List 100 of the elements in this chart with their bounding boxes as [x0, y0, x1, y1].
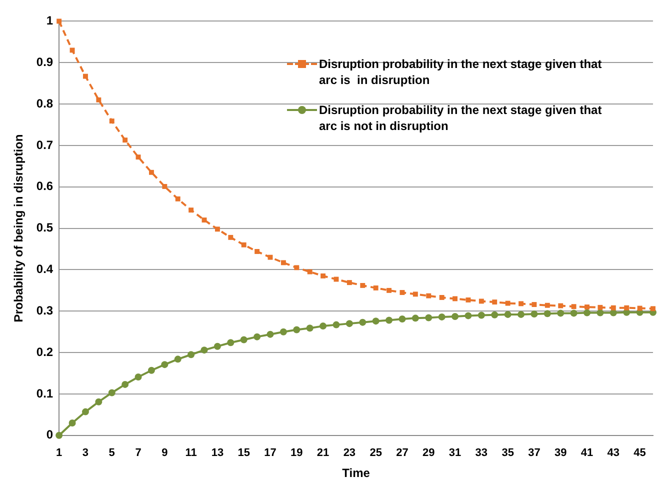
x-tick-label: 17 — [264, 447, 276, 460]
point — [307, 269, 312, 274]
y-tick-label: 0.3 — [36, 303, 54, 318]
point — [464, 312, 472, 320]
point — [373, 285, 378, 290]
point — [491, 311, 498, 318]
point — [188, 351, 195, 358]
point — [452, 313, 459, 320]
point — [570, 310, 578, 317]
point — [571, 304, 576, 310]
y-tick-label: 0.1 — [36, 386, 54, 400]
point — [400, 290, 405, 295]
point — [504, 310, 512, 318]
point — [162, 184, 168, 189]
point — [412, 292, 418, 297]
point — [544, 302, 550, 308]
point — [596, 309, 604, 316]
y-axis-title: Probability of being in disruption — [12, 134, 26, 322]
point — [478, 298, 484, 304]
point — [293, 326, 300, 334]
point — [95, 398, 102, 406]
x-tick-label: 39 — [554, 447, 567, 460]
point — [268, 254, 273, 260]
point — [83, 74, 88, 79]
x-tick-label: 37 — [528, 447, 540, 460]
point — [372, 318, 380, 325]
point — [280, 328, 287, 336]
point — [241, 242, 246, 248]
point — [544, 310, 551, 318]
point — [518, 310, 525, 318]
point — [280, 260, 286, 266]
point — [240, 336, 248, 344]
point — [56, 432, 63, 439]
point — [200, 346, 208, 354]
x-tick-label: 25 — [370, 447, 382, 460]
point — [492, 300, 498, 305]
point — [584, 304, 590, 310]
point — [254, 333, 261, 340]
x-tick-label: 43 — [607, 447, 620, 460]
point — [136, 154, 141, 160]
point — [56, 18, 62, 24]
y-tick-label: 0.8 — [36, 96, 54, 110]
y-tick-label: 0.9 — [36, 54, 54, 69]
x-tick-label: 19 — [290, 447, 303, 460]
point — [426, 293, 432, 298]
point — [412, 314, 419, 322]
x-tick-label: 27 — [396, 447, 408, 460]
legend-label: Disruption probability in the next stage given that arc is in disruption — [319, 56, 603, 88]
point — [452, 296, 458, 302]
point — [214, 342, 221, 350]
x-tick-label: 15 — [238, 447, 250, 460]
y-tick-label: 0.2 — [36, 344, 54, 359]
point — [532, 302, 537, 307]
y-tick-label: 0.4 — [36, 262, 54, 276]
point — [637, 306, 642, 311]
point — [202, 218, 207, 222]
point — [610, 305, 616, 310]
point — [439, 294, 444, 300]
x-tick-label: 3 — [82, 447, 89, 460]
point — [530, 310, 538, 318]
point — [214, 226, 220, 232]
point — [68, 419, 76, 426]
x-tick-label: 9 — [162, 447, 168, 460]
x-tick-label: 11 — [185, 447, 197, 460]
point — [227, 339, 234, 346]
x-tick-label: 13 — [211, 447, 224, 460]
point — [175, 196, 180, 202]
x-tick-label: 41 — [580, 447, 594, 460]
point — [82, 408, 89, 416]
point — [294, 265, 300, 270]
point — [70, 48, 75, 53]
x-tick-label: 7 — [135, 447, 142, 460]
point — [505, 300, 510, 306]
point — [624, 305, 630, 310]
point — [478, 312, 485, 319]
y-tick-label: 0.6 — [36, 179, 54, 194]
point — [438, 313, 446, 320]
point — [134, 374, 142, 380]
x-tick-label: 45 — [634, 447, 646, 460]
x-tick-label: 35 — [502, 447, 514, 460]
point — [598, 304, 603, 310]
point — [96, 97, 102, 102]
point — [148, 366, 155, 374]
point — [109, 118, 114, 124]
point — [518, 301, 524, 306]
legend-label: Disruption probability in the next stage given that arc is not in disruption — [319, 102, 603, 134]
point — [386, 316, 393, 324]
x-tick-label: 5 — [108, 447, 115, 460]
point — [174, 356, 182, 363]
x-tick-label: 29 — [422, 447, 435, 460]
point — [360, 282, 366, 288]
point — [108, 389, 116, 396]
x-axis-title: Time — [342, 466, 370, 480]
x-tick-label: 21 — [316, 447, 330, 460]
point — [148, 170, 154, 175]
point — [122, 380, 129, 388]
point — [188, 208, 194, 213]
point — [346, 320, 353, 328]
point — [320, 273, 326, 278]
point — [425, 314, 432, 322]
